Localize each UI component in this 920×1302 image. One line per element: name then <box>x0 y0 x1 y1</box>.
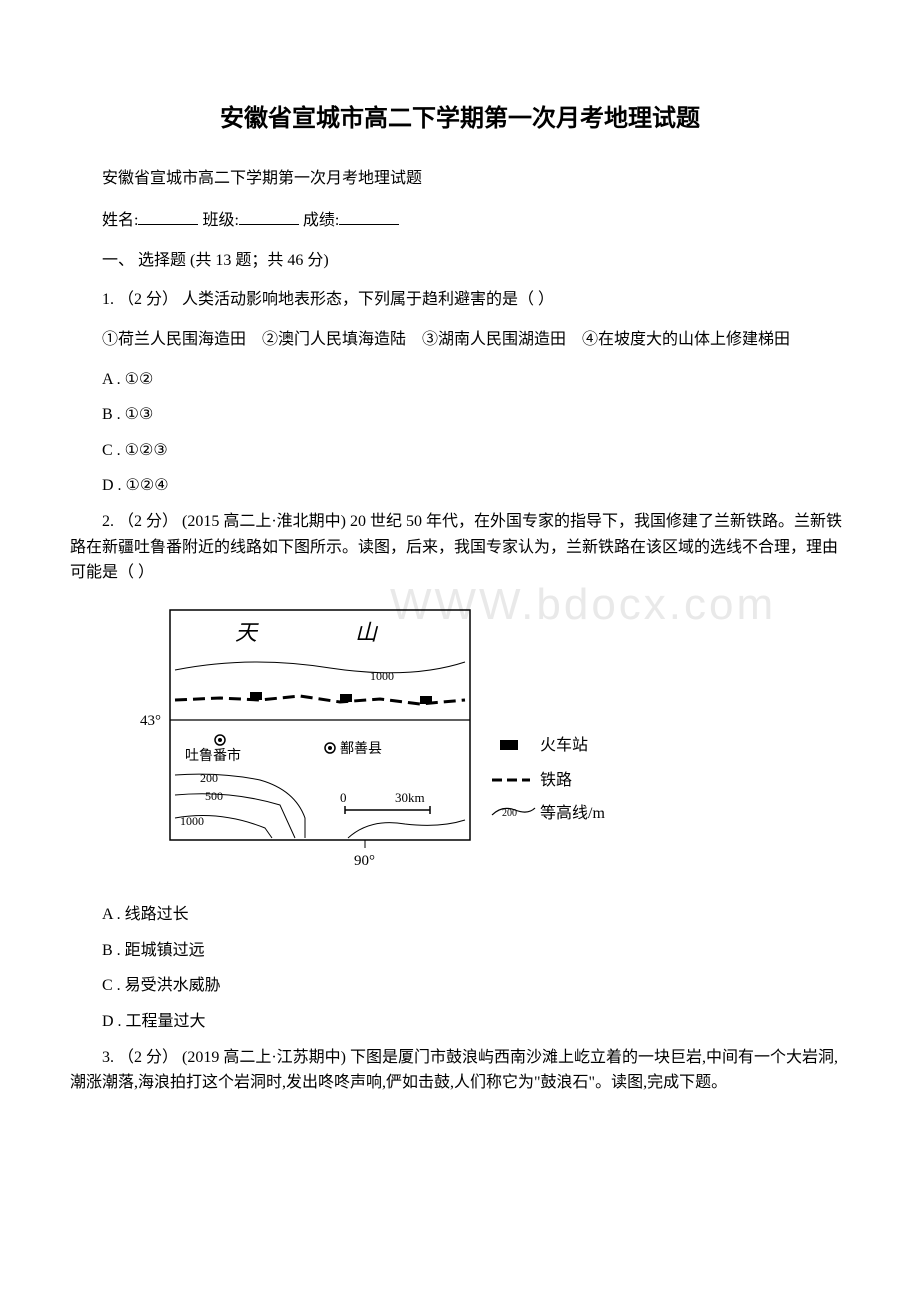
c500-label: 500 <box>205 789 223 803</box>
q1-optA: A . ①② <box>70 367 850 393</box>
legend-station: 火车站 <box>540 736 588 754</box>
c1000b-label: 1000 <box>180 814 204 828</box>
class-label: 班级: <box>202 212 238 229</box>
q2-optB: B . 距城镇过远 <box>70 938 850 964</box>
score-blank <box>339 206 399 225</box>
q1-optB: B . ①③ <box>70 402 850 428</box>
legend-rail: 铁路 <box>540 771 572 789</box>
q1-stem: 1. （2 分） 人类活动影响地表形态，下列属于趋利避害的是（ ） <box>70 287 850 313</box>
page-title: 安徽省宣城市高二下学期第一次月考地理试题 <box>70 100 850 138</box>
page-subtitle: 安徽省宣城市高二下学期第一次月考地理试题 <box>70 166 850 192</box>
q2-map-diagram: 43° 90° 天 山 1000 吐鲁番市 鄯善县 200 500 1000 <box>130 600 650 880</box>
q2-optD: D . 工程量过大 <box>70 1009 850 1035</box>
q1-optD: D . ①②④ <box>70 473 850 499</box>
c1000-label: 1000 <box>370 669 394 683</box>
name-blank <box>138 206 198 225</box>
legend-contour-val: 200 <box>502 808 517 819</box>
q2-optA: A . 线路过长 <box>70 902 850 928</box>
q1-optC: C . ①②③ <box>70 438 850 464</box>
q2-optC: C . 易受洪水威胁 <box>70 973 850 999</box>
q1-detail: ①荷兰人民围海造田 ②澳门人民填海造陆 ③湖南人民围湖造田 ④在坡度大的山体上修… <box>70 327 850 353</box>
legend-contour: 等高线/m <box>540 804 605 822</box>
tian-label: 天 <box>235 620 259 645</box>
scale30-label: 30km <box>395 790 425 805</box>
q3-stem: 3. （2 分） (2019 高二上·江苏期中) 下图是厦门市鼓浪屿西南沙滩上屹… <box>70 1045 850 1096</box>
shanxian-label: 鄯善县 <box>340 740 382 757</box>
lat-label: 43° <box>140 713 161 729</box>
class-blank <box>239 206 299 225</box>
lon-label: 90° <box>354 853 375 869</box>
info-line: 姓名: 班级: 成绩: <box>70 206 850 234</box>
q2-diagram-container: WWW.bdocx.com 43° 90° 天 山 1000 吐鲁番市 鄯善县 … <box>130 600 850 889</box>
shan-label: 山 <box>355 620 379 645</box>
name-label: 姓名: <box>102 212 138 229</box>
c200-label: 200 <box>200 771 218 785</box>
scale0-label: 0 <box>340 790 347 805</box>
section-heading: 一、 选择题 (共 13 题；共 46 分) <box>70 248 850 274</box>
tulufan-label: 吐鲁番市 <box>185 747 241 764</box>
score-label: 成绩: <box>303 212 339 229</box>
